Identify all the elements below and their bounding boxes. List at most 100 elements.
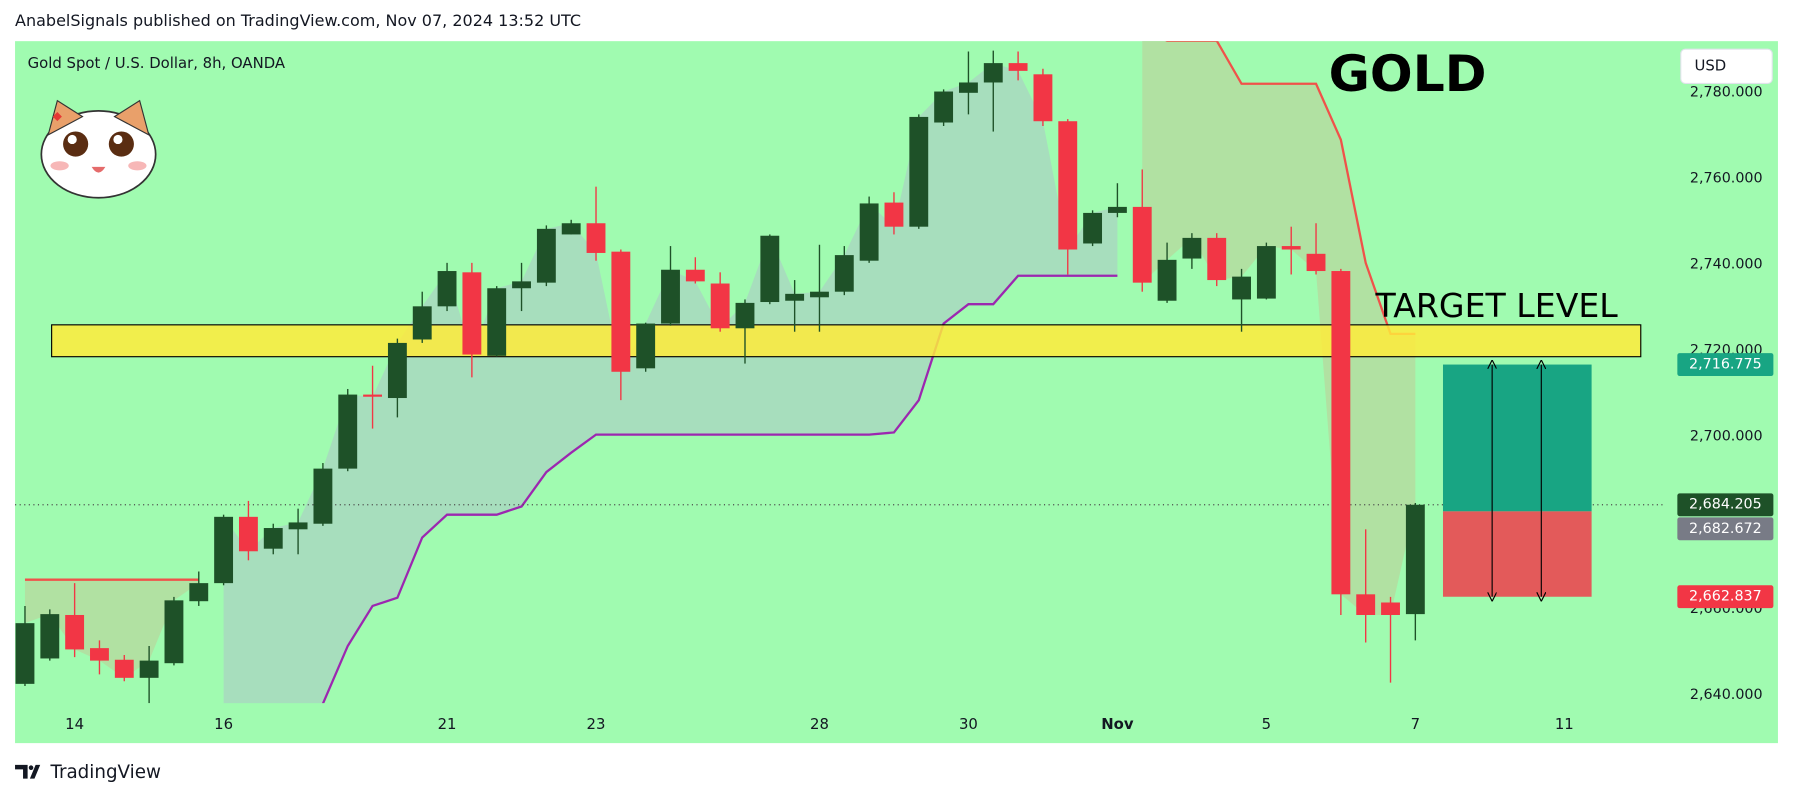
candle-body [834, 255, 854, 292]
candle-body [909, 116, 929, 227]
x-tick-label: 14 [65, 715, 84, 733]
candle-body [1207, 237, 1227, 281]
candle-body [1157, 259, 1177, 301]
candle-body [785, 293, 805, 301]
candle-body [959, 82, 978, 93]
candle-body [90, 648, 109, 661]
price-tag [1677, 585, 1774, 609]
candle-body [1331, 271, 1351, 595]
x-tick-label: 21 [438, 715, 457, 733]
candle-body [1058, 121, 1078, 250]
candle-body [263, 528, 283, 549]
symbol-title: Gold Spot / U.S. Dollar, 8h, OANDA [28, 54, 286, 72]
y-tick-label: 2,640.000 [1690, 687, 1763, 703]
candle-body [735, 302, 755, 329]
candle-body [636, 323, 656, 369]
price-tag [1677, 353, 1774, 376]
y-tick-label: 2,700.000 [1690, 429, 1763, 445]
indicator-fill [223, 63, 1118, 704]
target-zone [51, 324, 1642, 358]
annotation-gold: GOLD [1329, 44, 1487, 103]
x-tick-label: 7 [1411, 715, 1420, 733]
candle-body [611, 251, 631, 372]
candle-body [710, 283, 730, 329]
currency-button[interactable] [1680, 48, 1773, 85]
candle-body [412, 306, 432, 340]
candle-body [810, 291, 829, 298]
x-tick-label: 5 [1262, 715, 1271, 733]
candle-body [1033, 74, 1053, 122]
indicator-line [1165, 41, 1416, 336]
price-tag [1677, 493, 1774, 517]
position-profit [1442, 364, 1592, 512]
candle-body [1405, 504, 1425, 615]
candle-body [1306, 253, 1326, 272]
y-tick-label: 2,780.000 [1690, 84, 1763, 100]
indicator-fill [24, 579, 199, 678]
tv-logo [15, 764, 41, 779]
candle-body [387, 342, 407, 399]
annotation-target: TARGET LEVEL [1375, 286, 1619, 325]
overlay: 2,640.0002,660.0002,700.0002,720.0002,74… [65, 84, 1774, 733]
candle-body [1132, 206, 1152, 283]
candle-body [1083, 212, 1103, 244]
y-tick-label: 2,740.000 [1690, 257, 1763, 273]
price-tag-label: 2,716.775 [1689, 357, 1762, 373]
candle-body [238, 516, 258, 552]
candle-body [214, 516, 234, 584]
candle-body [1356, 594, 1376, 615]
publisher-line: AnabelSignals published on TradingView.c… [15, 11, 581, 30]
candle-body [313, 468, 333, 524]
candle-body [586, 223, 606, 253]
candle-body [139, 660, 159, 678]
candle-body [934, 91, 954, 123]
y-tick-label: 2,760.000 [1690, 170, 1763, 186]
candle-body [1381, 602, 1400, 615]
candle-body [1182, 237, 1202, 259]
candle-body [685, 269, 705, 282]
candle-body [288, 522, 308, 530]
candle-body [884, 202, 904, 227]
plot-area [15, 41, 1664, 704]
candle-body [1281, 246, 1301, 250]
candle-body [164, 600, 184, 664]
x-tick-label: Nov [1101, 715, 1134, 733]
candle-body [65, 614, 85, 650]
x-tick-label: 30 [959, 715, 978, 733]
price-tag-label: 2,684.205 [1689, 497, 1762, 513]
candle-body [462, 272, 482, 355]
x-tick-label: 16 [214, 715, 233, 733]
candle-body [1232, 276, 1251, 300]
x-tick-label: 11 [1555, 715, 1574, 733]
candle-body [114, 659, 134, 678]
candle-body [1008, 63, 1028, 71]
candle-body [189, 583, 209, 602]
candle-body [1107, 206, 1127, 213]
position-loss [1442, 511, 1592, 597]
indicator-line [321, 274, 1118, 704]
brand: TradingView [49, 762, 161, 783]
candle-body [40, 614, 60, 659]
candle-body [983, 63, 1003, 83]
candle-body [15, 623, 35, 684]
candle-body [859, 203, 879, 261]
x-tick-label: 28 [810, 715, 829, 733]
candle-body [561, 223, 581, 235]
avatar [40, 99, 157, 199]
price-tag [1677, 517, 1774, 541]
currency-label[interactable]: USD [1695, 56, 1727, 74]
candle-body [487, 288, 507, 356]
price-tag-label: 2,682.672 [1689, 521, 1762, 537]
candle-body [437, 271, 457, 307]
candle-body [512, 281, 531, 289]
candle-body [363, 394, 383, 397]
candle-body [1256, 246, 1276, 299]
x-tick-label: 23 [587, 715, 606, 733]
candle-body [760, 235, 780, 303]
candle-body [536, 228, 556, 283]
candle-body [338, 394, 358, 469]
price-tag-label: 2,662.837 [1689, 589, 1762, 605]
candle-body [661, 269, 680, 324]
